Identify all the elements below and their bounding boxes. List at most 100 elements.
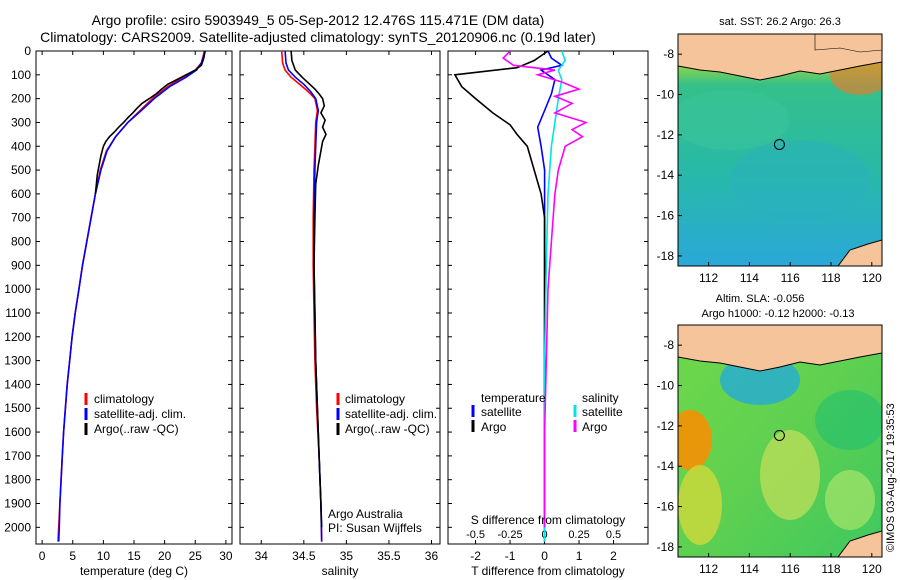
s-diff-tick-label: -0.25 [498,529,523,541]
legend-title-temperature: temperature [481,391,546,405]
series-line-climatology [280,51,323,542]
depth-tick-label: 1200 [4,330,31,344]
map-y-tick-label: -10 [657,88,675,102]
map-y-tick-label: -16 [657,500,675,514]
temperature-legend: climatology satellite-adj. clim. Argo(..… [84,392,186,436]
map-x-tick-label: 114 [740,271,759,285]
map-y-tick-label: -12 [657,419,675,433]
legend-label-satellite: satellite-adj. clim. [345,407,437,421]
sst-patch [678,90,790,150]
legend-label-s-argo: Argo [582,420,608,434]
difference-legend: temperature salinity satellite Argo sate… [471,391,623,434]
sla-map-title-line2: Argo h1000: -0.12 h2000: -0.13 [702,308,855,320]
depth-tick-label: 1900 [4,497,31,511]
depth-tick-label: 1700 [4,449,31,463]
figure-title-line2: Climatology: CARS2009. Satellite-adjuste… [40,29,596,45]
series-line-argo-raw-qc- [94,51,206,194]
map-y-tick-label: -14 [657,168,675,182]
series-line-temperature-argo [453,51,549,528]
sst-map-title: sat. SST: 26.2 Argo: 26.3 [719,16,841,28]
x-tick-label: 36 [425,549,439,563]
depth-tick-label: 800 [11,235,31,249]
map-y-tick-label: -10 [657,379,675,393]
depth-axis: 0 100 200 300 400 500 600 700 800 900 1000 1100 1200… [4,44,648,534]
map-y-tick-label: -16 [657,209,675,223]
x-tick-label: 34 [255,549,269,563]
salinity-series [280,51,327,542]
depth-tick-label: 200 [11,92,31,106]
series-line-temperature-satellite [536,51,564,542]
difference-series [453,51,588,542]
temperature-x-axis: 0 5 10 15 20 25 30 [39,51,233,563]
temperature-panel-frame [35,50,233,545]
land-borneo [814,34,882,53]
land-australia [837,530,882,557]
x-tick-label: 34.5 [292,549,316,563]
depth-tick-label: 1600 [4,425,31,439]
sla-high-patch [678,465,722,545]
x-tick-label: 10 [97,549,111,563]
depth-tick-label: 300 [11,115,31,129]
depth-tick-label: 1500 [4,401,31,415]
map-x-tick-label: 118 [821,271,840,285]
series-line-salinity-argo [501,51,588,528]
depth-tick-label: 0 [24,44,31,58]
figure-title-line1: Argo profile: csiro 5903949_5 05-Sep-201… [92,12,545,28]
sla-map-axes: 112 114 116 118 120 -8 -10 -12 -14 -16 -18 [657,338,882,576]
s-diff-tick-label: -0.5 [466,529,485,541]
x-tick-label: 20 [158,549,172,563]
map-y-tick-label: -8 [663,338,674,352]
x-tick-label: 0 [39,549,46,563]
legend-label-s-satellite: satellite [582,405,623,419]
x-tick-label: -2 [470,549,481,563]
sla-map-title-line1: Altim. SLA: -0.056 [716,293,805,305]
map-y-tick-label: -18 [657,249,675,263]
depth-tick-label: 400 [11,139,31,153]
sla-patch [815,390,882,450]
x-tick-label: 30 [219,549,233,563]
x-tick-label: 15 [127,549,141,563]
map-y-tick-label: -8 [663,47,674,61]
pi-annotation: PI: Susan Wijffels [328,521,422,535]
series-line-salinity-satellite [543,51,567,542]
s-diff-tick-label: 0.25 [568,529,589,541]
sst-map [678,34,882,266]
x-tick-label: 35.5 [377,549,401,563]
map-y-tick-label: -14 [657,459,675,473]
salinity-legend: climatology satellite-adj. clim. Argo(..… [336,392,437,436]
depth-tick-label: 1800 [4,473,31,487]
map-x-tick-label: 112 [699,562,718,576]
series-line-satellite-adj-clim- [57,51,206,542]
t-difference-axis-label: T difference from climatology [471,564,625,578]
s-diff-tick-label: 0.5 [606,529,621,541]
map-x-tick-label: 116 [781,562,800,576]
x-tick-label: -1 [505,549,516,563]
sla-map-frame [677,324,883,558]
legend-label-argo: Argo(..raw -QC) [345,422,430,436]
salinity-axis-label: salinity [322,564,359,578]
sst-map-axes: 112 114 116 118 120 -8 -10 -12 -14 -16 -18 [657,47,882,285]
argo-australia-annotation: Argo Australia [328,507,403,521]
x-tick-label: 2 [610,549,617,563]
sla-high-patch [760,430,820,520]
map-x-tick-label: 116 [781,271,800,285]
salinity-panel-frame [239,50,441,545]
difference-x-axis: -2 -1 0 1 2 [470,51,617,563]
depth-tick-label: 600 [11,187,31,201]
map-x-tick-label: 112 [699,271,718,285]
legend-label-climatology: climatology [345,392,405,406]
imos-watermark: ©IMOS 03-Aug-2017 19:35:53 [885,403,897,552]
map-y-tick-label: -18 [657,540,675,554]
x-tick-label: 0 [541,549,548,563]
depth-tick-label: 900 [11,258,31,272]
x-tick-label: 35 [340,549,354,563]
x-tick-label: 25 [189,549,203,563]
salinity-x-axis: 34 34.5 35 35.5 36 [255,51,439,563]
depth-tick-label: 700 [11,211,31,225]
legend-label-climatology: climatology [94,392,154,406]
map-x-tick-label: 118 [821,562,840,576]
legend-title-salinity: salinity [582,391,619,405]
map-x-tick-label: 114 [740,562,759,576]
sla-high-patch [678,410,712,470]
